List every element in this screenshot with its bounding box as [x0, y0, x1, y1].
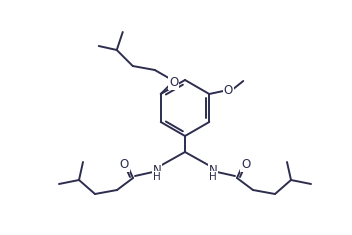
Text: H: H [209, 172, 217, 182]
Text: O: O [241, 157, 251, 171]
Text: O: O [119, 157, 128, 171]
Text: O: O [224, 83, 233, 97]
Text: H: H [153, 172, 161, 182]
Text: O: O [169, 75, 178, 89]
Text: N: N [153, 164, 161, 176]
Text: N: N [209, 164, 218, 176]
